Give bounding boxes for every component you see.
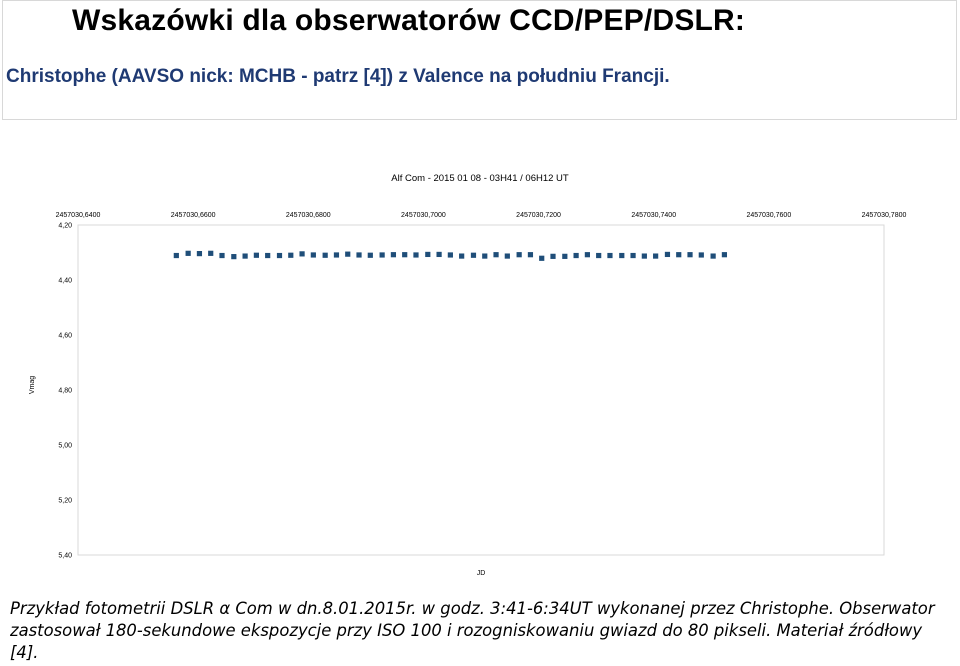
- data-point: [562, 253, 568, 259]
- data-point: [653, 253, 659, 259]
- data-point: [173, 252, 179, 259]
- data-point: [447, 252, 453, 258]
- data-point: [482, 253, 488, 259]
- data-point: [276, 252, 283, 259]
- data-point: [459, 253, 465, 259]
- data-point: [219, 252, 225, 259]
- data-point: [584, 252, 590, 258]
- data-point: [425, 251, 431, 258]
- data-point: [208, 250, 214, 256]
- data-point: [607, 252, 613, 259]
- data-point: [413, 252, 419, 258]
- x-tick-label: 2457030,6800: [286, 212, 331, 219]
- data-point: [687, 252, 693, 258]
- data-point: [698, 252, 704, 258]
- data-point: [630, 252, 636, 259]
- x-tick-label: 2457030,7000: [401, 212, 446, 219]
- data-point: [539, 255, 545, 261]
- data-point: [185, 250, 191, 256]
- header-box: [2, 0, 957, 120]
- data-point: [436, 251, 442, 258]
- data-point: [516, 252, 522, 258]
- figure-caption: Przykład fotometrii DSLR α Com w dn.8.01…: [10, 599, 935, 662]
- data-point: [231, 254, 237, 260]
- data-point: [676, 252, 682, 258]
- data-point: [721, 252, 728, 258]
- data-point: [367, 252, 373, 258]
- data-point: [299, 251, 305, 257]
- data-point: [504, 253, 510, 259]
- x-tick-label: 2457030,7400: [631, 212, 676, 219]
- y-tick-label: 5,00: [58, 443, 72, 450]
- data-point: [493, 252, 499, 258]
- data-point: [527, 252, 534, 258]
- data-point: [550, 253, 556, 259]
- data-point: [253, 252, 259, 258]
- x-tick-label: 2457030,7600: [746, 212, 791, 219]
- data-point: [664, 251, 671, 258]
- chart-title: Alf Com - 2015 01 08 - 03H41 / 06H12 UT: [391, 173, 569, 184]
- x-tick-label: 2457030,6600: [171, 212, 216, 219]
- y-tick-label: 4,80: [58, 388, 72, 395]
- data-point: [356, 252, 362, 258]
- data-point: [573, 252, 579, 259]
- data-point: [345, 251, 351, 257]
- y-tick-label: 5,20: [58, 498, 72, 505]
- data-point: [242, 253, 248, 259]
- x-tick-label: 2457030,6400: [56, 212, 101, 219]
- data-point: [596, 252, 602, 259]
- data-points: [173, 250, 728, 261]
- data-point: [196, 251, 203, 257]
- plot-area: [77, 224, 885, 556]
- y-tick-label: 4,60: [58, 333, 72, 340]
- data-point: [265, 252, 271, 259]
- page-subtitle: Christophe (AAVSO nick: MCHB - patrz [4]…: [6, 66, 670, 87]
- y-tick-label: 4,40: [58, 278, 72, 285]
- page-title: Wskazówki dla obserwatorów CCD/PEP/DSLR:: [72, 4, 746, 37]
- x-tick-label: 2457030,7200: [516, 212, 561, 219]
- data-point: [619, 252, 625, 259]
- data-point: [379, 252, 385, 258]
- data-point: [333, 252, 340, 258]
- x-axis-ticks: 2457030,6400 2457030,6600 2457030,6800 2457…: [56, 212, 907, 219]
- data-point: [641, 253, 647, 259]
- light-curve-chart: Alf Com - 2015 01 08 - 03H41 / 06H12 UT …: [29, 173, 907, 577]
- x-axis-label: JD: [477, 570, 486, 577]
- y-axis-ticks: 4,20 4,40 4,60 4,80 5,00 5,20 5,40: [58, 223, 72, 560]
- y-tick-label: 4,20: [58, 223, 72, 230]
- data-point: [710, 253, 716, 259]
- data-point: [470, 252, 477, 258]
- data-point: [322, 252, 328, 258]
- y-tick-label: 5,40: [58, 553, 72, 560]
- data-point: [288, 252, 294, 258]
- data-point: [310, 252, 316, 258]
- data-point: [390, 252, 397, 258]
- data-point: [402, 252, 408, 258]
- y-axis-label: Vmag: [29, 376, 36, 394]
- x-tick-label: 2457030,7800: [862, 212, 907, 219]
